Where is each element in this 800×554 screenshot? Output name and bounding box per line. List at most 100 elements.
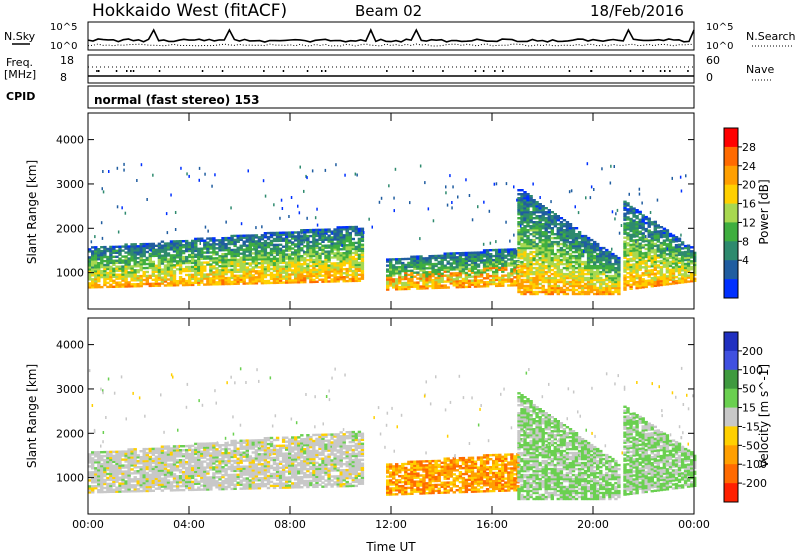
data-cell [659,267,664,271]
data-cell [662,261,667,264]
noise-cell [264,194,267,198]
data-cell [526,276,530,280]
data-cell [151,469,155,473]
data-cell [312,232,316,236]
data-cell [360,271,365,274]
data-cell [495,284,499,288]
data-cell [583,278,588,282]
data-cell [157,264,162,267]
data-cell [178,262,183,265]
data-cell [254,246,259,249]
data-cell [348,251,352,255]
data-cell [297,257,301,260]
data-cell [142,461,146,465]
data-cell [523,217,527,220]
data-cell [590,272,594,276]
data-cell [278,269,283,272]
data-cell [315,250,319,254]
data-cell [608,276,612,280]
data-cell [118,265,122,268]
data-cell [294,261,298,264]
data-cell [197,269,201,272]
data-cell [510,268,514,271]
noise-cell [214,173,216,177]
data-cell [285,253,289,256]
data-cell [275,245,280,249]
data-cell [602,290,606,294]
data-cell [401,277,405,281]
noise-cell [585,196,587,200]
data-cell [163,246,168,249]
data-cell [580,266,585,270]
data-cell [577,252,582,256]
data-cell [272,251,277,255]
data-cell [169,246,174,249]
data-cell [659,231,664,235]
data-cell [148,465,152,469]
data-cell [206,249,210,252]
data-cell [318,252,322,255]
data-cell [392,268,396,271]
data-cell [139,274,143,278]
data-cell [315,244,319,248]
data-cell [535,211,539,214]
data-cell [94,252,98,255]
data-cell [178,246,183,249]
data-cell [157,459,162,462]
data-cell [547,254,551,258]
data-cell [626,260,630,263]
data-cell [345,275,349,279]
data-cell [175,487,180,490]
data-cell [112,482,116,485]
data-cell [233,250,237,254]
data-cell [455,272,459,275]
data-cell [269,241,274,245]
data-cell [212,259,216,262]
data-cell [321,274,325,277]
data-cell [526,260,530,264]
noise-cell [505,220,507,224]
noise-cell [150,248,152,252]
noise-cell [550,200,552,204]
data-cell [160,455,165,458]
data-cell [571,250,576,254]
data-cell [452,268,456,271]
data-cell [339,272,343,275]
data-cell [260,248,265,251]
data-cell [121,245,125,248]
data-cell [94,481,98,484]
data-cell [178,244,183,247]
data-cell [580,290,585,294]
data-cell [248,258,252,261]
data-cell [157,451,162,454]
data-cell [357,253,362,256]
data-cell [291,261,295,264]
data-cell [218,259,222,262]
data-cell [103,245,107,249]
data-cell [419,267,423,270]
data-cell [324,232,328,235]
data-cell [547,211,551,214]
data-cell [464,271,469,275]
data-cell [109,265,113,269]
freq-dot [502,70,504,72]
data-cell [278,275,283,278]
data-cell [203,245,207,248]
data-cell [529,217,533,220]
data-cell [577,272,582,276]
data-cell [236,270,240,273]
data-cell [428,265,432,268]
data-cell [285,263,289,266]
data-cell [526,236,530,240]
data-cell [422,287,426,290]
data-cell [106,476,110,480]
data-cell [303,274,307,278]
data-cell [419,287,423,290]
data-cell [306,231,310,234]
data-cell [623,256,627,259]
data-cell [425,273,429,276]
data-cell [464,261,469,265]
data-cell [662,227,667,230]
data-cell [513,268,517,271]
data-cell [109,490,113,493]
